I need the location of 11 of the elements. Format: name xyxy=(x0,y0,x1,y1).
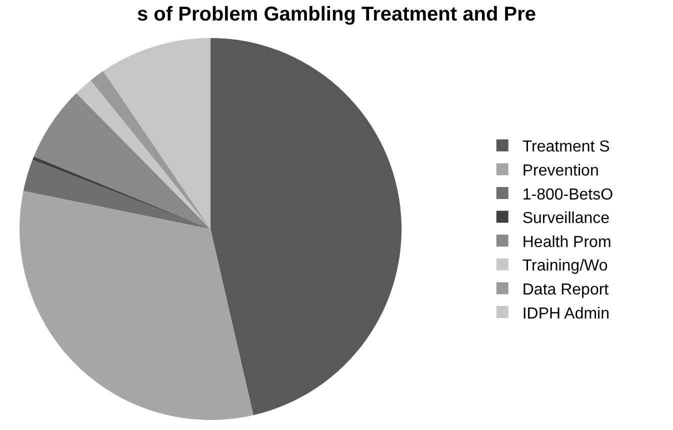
legend-label: 1-800-BetsO xyxy=(522,186,614,204)
legend-label: Treatment S xyxy=(522,138,610,156)
legend-label: Health Prom xyxy=(522,234,612,251)
chart-title: s of Problem Gambling Treatment and Pre xyxy=(137,3,536,26)
legend-label: Prevention xyxy=(522,162,599,180)
legend-label: Surveillance xyxy=(522,210,610,228)
pie-slice xyxy=(34,93,211,229)
legend-label: Data Report xyxy=(522,281,610,298)
legend-label: Training/Wo xyxy=(522,258,608,275)
legend-label: IDPH Admin xyxy=(522,305,610,322)
pie-slice xyxy=(210,38,402,416)
